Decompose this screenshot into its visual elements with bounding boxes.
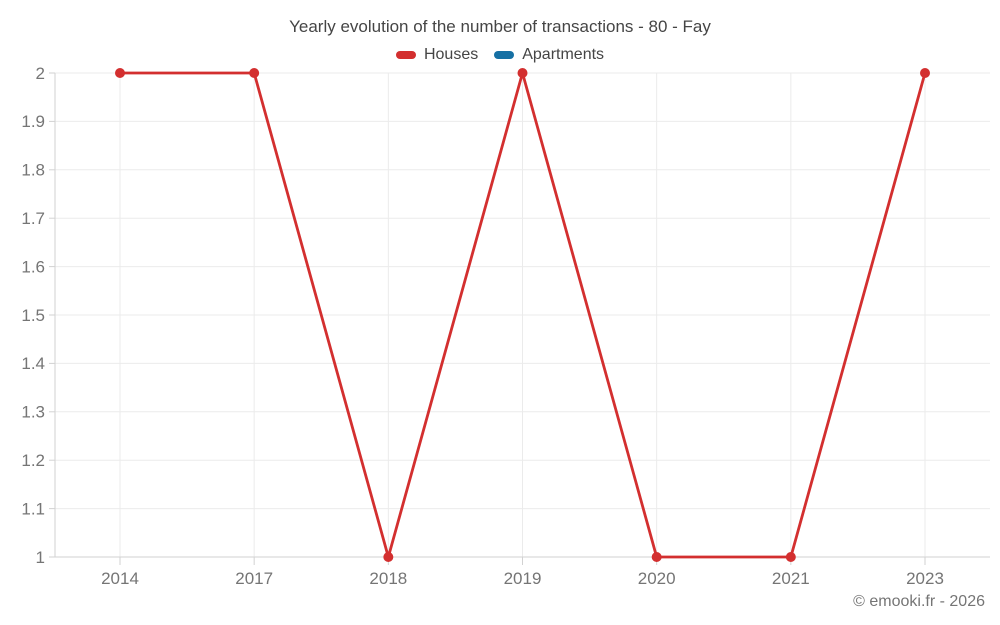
- y-tick-label-2: 2: [36, 64, 45, 83]
- y-tick-label-1.6: 1.6: [21, 257, 45, 276]
- copyright: © emooki.fr - 2026: [853, 593, 985, 610]
- data-point-houses-2017[interactable]: [249, 68, 260, 78]
- x-tick-label-2018: 2018: [369, 569, 407, 588]
- y-tick-label-1.9: 1.9: [21, 112, 45, 131]
- legend-swatch-houses-icon: [395, 51, 416, 59]
- legend-swatch-apartments-icon: [494, 51, 515, 59]
- x-tick-label-2019: 2019: [504, 569, 542, 588]
- y-tick-label-1.7: 1.7: [21, 209, 45, 228]
- legend-item-apartments[interactable]: Apartments: [494, 46, 604, 64]
- x-tick-label-2023: 2023: [906, 569, 944, 588]
- data-point-houses-2014[interactable]: [115, 68, 125, 78]
- y-tick-label-1: 1: [36, 548, 45, 567]
- x-tick-label-2017: 2017: [235, 569, 273, 588]
- y-tick-label-1.3: 1.3: [21, 403, 45, 422]
- data-point-houses-2018[interactable]: [383, 552, 394, 562]
- legend-label-houses: Houses: [423, 46, 479, 63]
- y-tick-label-1.8: 1.8: [21, 161, 45, 180]
- y-tick-label-1.5: 1.5: [21, 306, 45, 325]
- legend-item-houses[interactable]: Houses: [395, 46, 479, 64]
- data-point-houses-2020[interactable]: [651, 552, 662, 562]
- x-tick-label-2014: 2014: [101, 569, 139, 588]
- y-tick-label-1.1: 1.1: [21, 499, 45, 518]
- y-tick-label-1.4: 1.4: [21, 354, 45, 373]
- data-point-houses-2021[interactable]: [785, 552, 796, 562]
- y-tick-label-1.2: 1.2: [21, 451, 45, 470]
- x-tick-label-2020: 2020: [638, 569, 676, 588]
- chart-title: Yearly evolution of the number of transa…: [289, 17, 711, 36]
- data-point-houses-2019[interactable]: [517, 68, 528, 78]
- data-point-houses-2023[interactable]: [920, 68, 930, 78]
- x-tick-label-2021: 2021: [772, 569, 810, 588]
- legend-label-apartments: Apartments: [522, 46, 605, 63]
- chart-legend: Houses Apartments: [0, 46, 1000, 64]
